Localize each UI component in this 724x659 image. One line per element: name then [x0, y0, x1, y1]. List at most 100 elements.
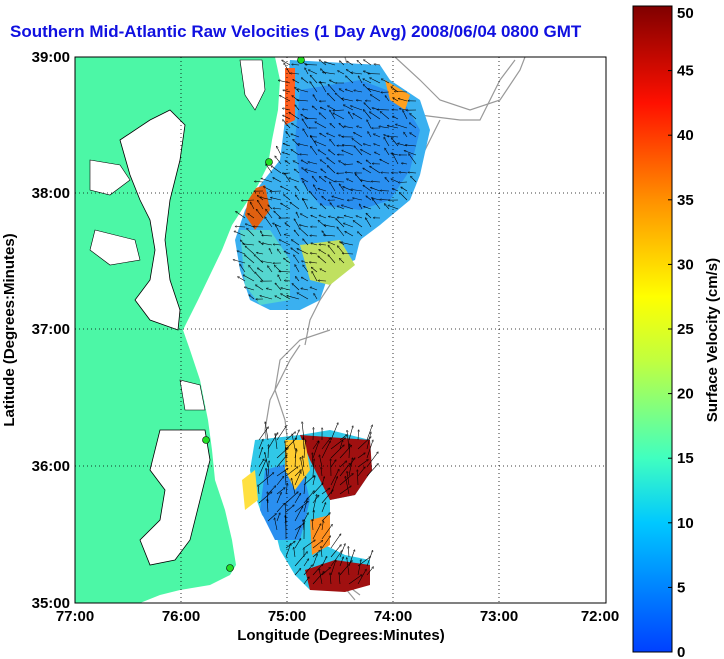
velocity-arrow	[311, 216, 318, 219]
velocity-arrow	[303, 476, 314, 486]
velocity-arrow	[366, 551, 373, 567]
velocity-arrow	[312, 495, 317, 513]
velocity-arrow	[403, 111, 408, 120]
velocity-arrow	[302, 119, 309, 129]
x-axis-ticks: 77:00 76:00 75:00 74:00 73:00 72:00	[56, 608, 619, 625]
velocity-arrow	[292, 284, 300, 291]
velocity-arrow	[330, 182, 336, 192]
y-tick-label: 35:00	[32, 595, 70, 612]
velocity-arrow	[262, 243, 273, 246]
velocity-arrow	[359, 204, 363, 210]
velocity-arrow	[242, 200, 255, 201]
velocity-arrow	[366, 218, 372, 228]
velocity-arrow	[289, 112, 300, 120]
velocity-arrow	[318, 150, 327, 156]
velocity-arrow	[314, 185, 318, 192]
velocity-arrow	[240, 265, 246, 273]
velocity-arrow	[402, 163, 408, 164]
velocity-arrow	[299, 225, 309, 228]
velocity-arrow	[302, 179, 309, 183]
velocity-arrow	[371, 188, 381, 192]
velocity-arrow	[285, 432, 295, 441]
velocity-arrow	[400, 193, 408, 201]
velocity-arrow	[371, 95, 381, 102]
velocity-arrow	[276, 503, 285, 513]
velocity-arrow	[396, 124, 408, 129]
station-marker	[297, 57, 305, 64]
velocity-arrow	[321, 546, 322, 558]
velocity-arrow	[357, 470, 358, 486]
velocity-arrow	[266, 164, 273, 174]
velocity-arrow	[267, 461, 269, 477]
velocity-arrow	[330, 203, 336, 210]
velocity-arrow	[285, 470, 286, 486]
colorbar-tick-label: 20	[677, 386, 694, 403]
velocity-arrow	[336, 219, 345, 228]
velocity-arrow	[275, 296, 282, 300]
velocity-arrow	[321, 488, 330, 495]
velocity-arrow	[303, 181, 309, 192]
velocity-arrow	[366, 432, 371, 450]
velocity-arrow	[380, 159, 390, 165]
velocity-arrow	[314, 294, 318, 300]
velocity-arrow	[347, 558, 350, 576]
velocity-arrow	[310, 136, 318, 147]
velocity-arrow	[285, 505, 294, 513]
velocity-arrow	[301, 288, 309, 291]
velocity-arrow	[279, 271, 291, 272]
velocity-arrow	[348, 575, 362, 585]
velocity-arrow	[358, 76, 363, 84]
velocity-arrow	[351, 106, 363, 111]
velocity-arrow	[333, 113, 345, 120]
velocity-arrow	[339, 463, 350, 477]
velocity-arrow	[330, 560, 336, 576]
velocity-arrow	[312, 106, 318, 111]
velocity-arrow	[298, 144, 309, 147]
velocity-arrow	[294, 539, 301, 549]
velocity-arrow	[266, 288, 273, 291]
velocity-arrow	[310, 287, 318, 291]
velocity-arrow	[291, 134, 300, 138]
velocity-arrow	[291, 150, 300, 156]
y-tick-label: 36:00	[32, 458, 70, 475]
velocity-arrow	[312, 459, 314, 477]
velocity-arrow	[344, 105, 354, 111]
velocity-arrow	[409, 123, 417, 129]
velocity-arrow	[268, 445, 269, 459]
velocity-arrow	[320, 107, 327, 111]
velocity-arrow	[330, 573, 331, 585]
velocity-arrow	[321, 521, 323, 531]
y-tick-label: 38:00	[32, 185, 70, 202]
velocity-arrow	[297, 293, 309, 300]
velocity-arrow	[278, 275, 282, 282]
velocity-arrow	[321, 438, 330, 450]
velocity-arrow	[283, 144, 291, 147]
velocity-arrow	[319, 569, 323, 585]
velocity-arrow	[342, 150, 354, 156]
velocity-arrow	[363, 79, 372, 84]
velocity-arrow	[342, 145, 354, 147]
velocity-arrow	[266, 209, 273, 219]
velocity-arrow	[357, 61, 363, 66]
velocity-arrow	[320, 82, 327, 93]
velocity-arrow	[374, 144, 381, 147]
velocity-arrow	[262, 235, 273, 236]
colorbar-tick-label: 35	[677, 192, 694, 209]
velocity-arrow	[312, 520, 313, 531]
velocity-arrows	[233, 60, 417, 585]
velocity-arrow	[324, 235, 336, 236]
velocity-arrow	[348, 112, 354, 120]
velocity-arrow	[329, 216, 336, 219]
velocity-arrow	[364, 103, 372, 111]
velocity-arrow	[260, 296, 273, 300]
velocity-arrow	[266, 468, 269, 486]
velocity-arrow	[348, 426, 353, 441]
velocity-arrow	[393, 154, 399, 165]
velocity-arrow	[285, 223, 291, 228]
velocity-arrow	[294, 472, 301, 486]
velocity-arrow	[268, 205, 273, 210]
velocity-arrow	[344, 223, 354, 228]
velocity-arrow	[267, 514, 276, 522]
velocity-arrow	[339, 561, 352, 576]
velocity-arrow	[357, 161, 363, 165]
